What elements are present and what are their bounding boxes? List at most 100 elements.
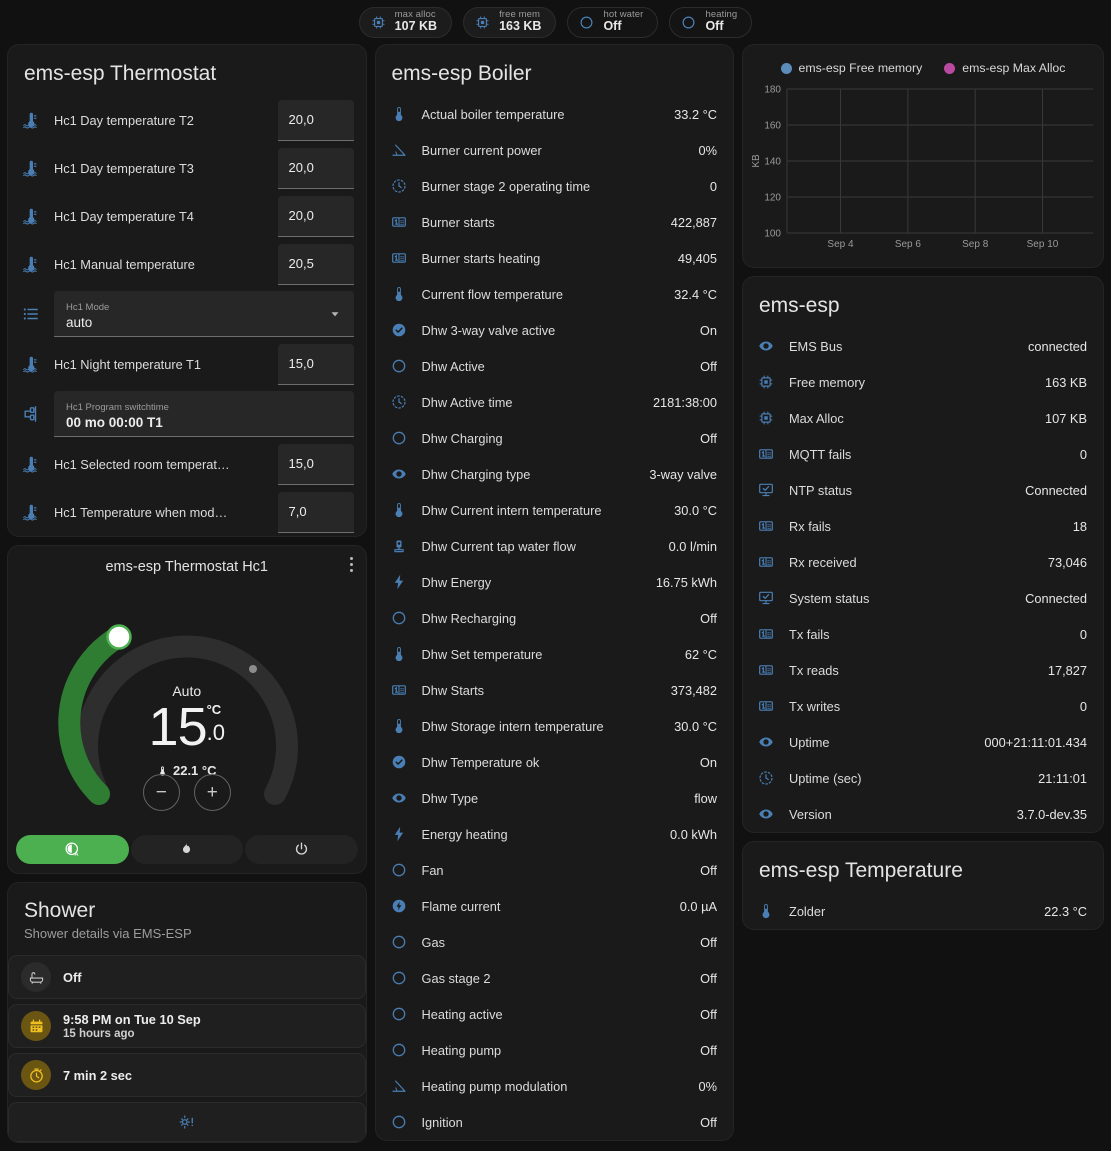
entity-row[interactable]: Gas stage 2 Off [376, 960, 734, 996]
entity-row[interactable]: Dhw Recharging Off [376, 600, 734, 636]
entity-row[interactable]: Tx writes 0 [743, 688, 1103, 724]
entity-row[interactable]: Free memory 163 KB [743, 364, 1103, 400]
legend-item[interactable]: ems-esp Free memory [780, 61, 922, 75]
entity-row[interactable]: Dhw Energy 16.75 kWh [376, 564, 734, 600]
entity-row[interactable]: Fan Off [376, 852, 734, 888]
legend-item[interactable]: ems-esp Max Alloc [944, 61, 1065, 75]
number-input[interactable]: 15,0 [277, 343, 354, 385]
thermometer-icon [386, 645, 412, 663]
number-input[interactable]: 20,0 [277, 99, 354, 141]
entity-row[interactable]: Gas Off [376, 924, 734, 960]
entity-row[interactable]: Burner starts 422,887 [376, 204, 734, 240]
entity-row[interactable]: Heating active Off [376, 996, 734, 1032]
entity-row[interactable]: Dhw 3-way valve active On [376, 312, 734, 348]
entity-row[interactable]: Heating pump modulation 0% [376, 1068, 734, 1104]
number-input[interactable]: 20,0 [277, 147, 354, 189]
entity-row[interactable]: Rx received 73,046 [743, 544, 1103, 580]
hvac-mode-bar: A [8, 829, 366, 873]
entity-row[interactable]: Max Alloc 107 KB [743, 400, 1103, 436]
entity-value: 0 [1079, 446, 1087, 462]
entity-row[interactable]: EMS Bus connected [743, 328, 1103, 364]
entity-row[interactable]: Dhw Active time 2181:38:00 [376, 384, 734, 420]
entity-row[interactable]: Heating pump Off [376, 1032, 734, 1068]
chart-plot[interactable]: KB 100 120 140 160 180 Sep 4 Sep 6 Sep 8 Sep 10 [747, 81, 1099, 259]
entity-row[interactable]: Dhw Charging Off [376, 420, 734, 456]
entity-row[interactable]: Uptime (sec) 21:11:01 [743, 760, 1103, 796]
thermometer-water-icon [18, 254, 44, 274]
angle-icon [386, 141, 412, 159]
entity-row[interactable]: Burner current power 0% [376, 132, 734, 168]
water-pump-icon [386, 537, 412, 555]
number-input[interactable]: 15,0 [277, 443, 354, 485]
switchtime-field[interactable]: Hc1 Program switchtime 00 mo 00:00 T1 [54, 391, 354, 437]
entity-row[interactable]: Burner starts heating 49,405 [376, 240, 734, 276]
entity-name: Heating pump [421, 1042, 502, 1058]
badge-max-alloc[interactable]: max alloc 107 KB [358, 6, 453, 38]
entity-row[interactable]: Dhw Charging type 3-way valve [376, 456, 734, 492]
entity-row[interactable]: Ignition Off [376, 1104, 734, 1140]
entity-row[interactable]: Flame current 0.0 µA [376, 888, 734, 924]
mode-button-off[interactable] [245, 835, 358, 864]
more-options-icon[interactable] [349, 557, 353, 572]
entity-name: Dhw 3-way valve active [421, 322, 556, 338]
entity-name: Version [789, 806, 832, 822]
chevron-down-icon[interactable] [328, 307, 342, 321]
entity-row[interactable]: Dhw Temperature ok On [376, 744, 734, 780]
entity-row[interactable]: NTP status Connected [743, 472, 1103, 508]
entity-row[interactable]: Burner stage 2 operating time 0 [376, 168, 734, 204]
badge-free-mem[interactable]: free mem 163 KB [463, 6, 557, 38]
entity-row[interactable]: Dhw Active Off [376, 348, 734, 384]
entity-row[interactable]: Rx fails 18 [743, 508, 1103, 544]
circle-outline-icon [386, 861, 412, 879]
entity-row[interactable]: Dhw Starts 373,482 [376, 672, 734, 708]
entity-value: 16.75 kWh [655, 574, 717, 590]
entity-row[interactable]: Dhw Set temperature 62 °C [376, 636, 734, 672]
mode-button-auto[interactable]: A [16, 835, 129, 864]
chip-icon [370, 14, 387, 31]
entity-value: 49,405 [677, 250, 717, 266]
field-value: auto [66, 315, 93, 330]
entity-row[interactable]: Dhw Type flow [376, 780, 734, 816]
entity-row[interactable]: Tx fails 0 [743, 616, 1103, 652]
number-input[interactable]: 20,0 [277, 195, 354, 237]
entity-row[interactable]: MQTT fails 0 [743, 436, 1103, 472]
entity-row[interactable]: Actual boiler temperature 33.2 °C [376, 96, 734, 132]
shower-item[interactable]: 9:58 PM on Tue 10 Sep 15 hours ago [8, 1004, 366, 1048]
number-input[interactable]: 20,5 [277, 243, 354, 285]
switch-transfer-icon [18, 404, 44, 424]
entity-row[interactable]: Uptime 000+21:11:01.434 [743, 724, 1103, 760]
shower-item[interactable]: 7 min 2 sec [8, 1053, 366, 1097]
entity-row[interactable]: Version 3.7.0-dev.35 [743, 796, 1103, 832]
entity-row[interactable]: System status Connected [743, 580, 1103, 616]
shower-partial-card[interactable] [8, 1102, 366, 1142]
entity-value: Connected [1025, 482, 1087, 498]
dial-readout: Auto 15 °C .0 22.1 °C [8, 683, 366, 778]
svg-text:A: A [74, 852, 78, 858]
badge-hot-water[interactable]: hot water Off [567, 6, 659, 38]
shower-item[interactable]: Off [8, 955, 366, 999]
entity-row[interactable]: Dhw Current intern temperature 30.0 °C [376, 492, 734, 528]
temperature-dial[interactable]: Auto 15 °C .0 22.1 °C [8, 579, 366, 829]
entity-row[interactable]: Energy heating 0.0 kWh [376, 816, 734, 852]
entity-value: 18 [1072, 518, 1087, 534]
badge-heating[interactable]: heating Off [669, 6, 753, 38]
badge-name: free mem [499, 9, 540, 21]
angle-icon [386, 1077, 412, 1095]
thermostat-settings-card: ems-esp Thermostat Hc1 Day temperature T… [7, 44, 367, 537]
entity-row[interactable]: Current flow temperature 32.4 °C [376, 276, 734, 312]
legend-color-dot [944, 62, 956, 74]
entity-name: Hc1 Day temperature T3 [54, 160, 194, 176]
entity-name: Current flow temperature [421, 286, 564, 302]
increase-temperature-button[interactable]: + [193, 774, 231, 811]
entity-row[interactable]: Dhw Storage intern temperature 30.0 °C [376, 708, 734, 744]
entity-row[interactable]: Tx reads 17,827 [743, 652, 1103, 688]
decrease-temperature-button[interactable]: − [142, 774, 180, 811]
entity-row[interactable]: Zolder 22.3 °C [743, 893, 1103, 929]
entity-value: 2181:38:00 [652, 394, 717, 410]
entity-row[interactable]: Dhw Current tap water flow 0.0 l/min [376, 528, 734, 564]
number-input[interactable]: 7,0 [277, 491, 354, 533]
mode-button-heat[interactable] [130, 835, 243, 864]
badge-bar: max alloc 107 KB free mem 163 KB hot wat… [0, 0, 1111, 44]
counter-icon [753, 517, 779, 535]
mode-select[interactable]: Hc1 Mode auto [54, 291, 354, 337]
